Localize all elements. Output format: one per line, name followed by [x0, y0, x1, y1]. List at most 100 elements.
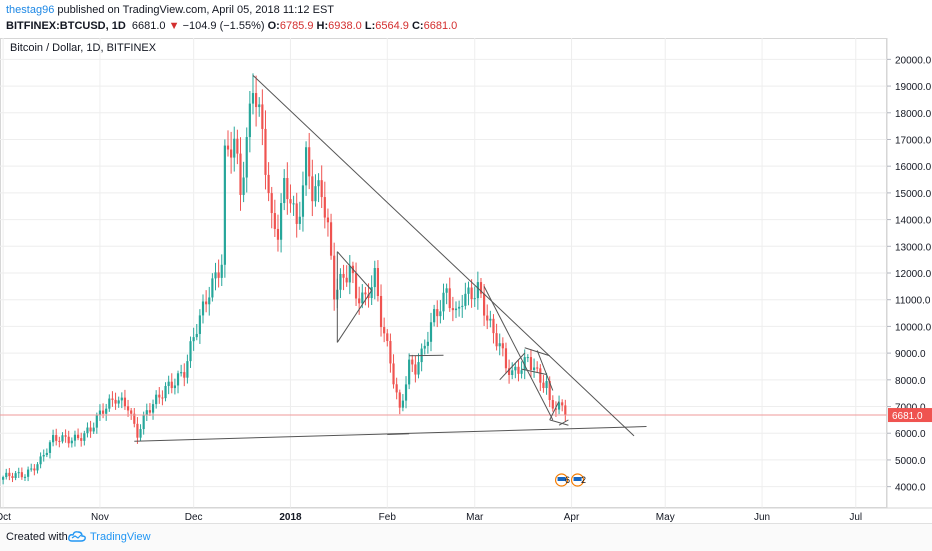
candle-body: [52, 435, 55, 443]
chart-header: thestag96 published on TradingView.com, …: [0, 0, 932, 38]
candle-body: [326, 217, 330, 223]
candle-body: [554, 408, 558, 410]
candle-body: [286, 178, 289, 200]
candle-body: [198, 315, 201, 334]
candle-body: [342, 273, 345, 278]
candle-body: [292, 203, 295, 205]
candle-body: [164, 385, 167, 399]
candle-body: [464, 293, 467, 306]
price-chart[interactable]: 20000.0 19000.0 18000.0 17000.0 16000.0 15000…: [0, 38, 932, 523]
candle-body: [423, 345, 426, 349]
candle-body: [323, 197, 326, 218]
trendline[interactable]: [549, 419, 569, 426]
publish-info: thestag96 published on TradingView.com, …: [6, 4, 334, 16]
trendline[interactable]: [499, 352, 526, 381]
candle-body: [27, 469, 30, 477]
candle-body: [239, 153, 242, 195]
trendline[interactable]: [409, 354, 444, 357]
candle-body: [298, 216, 301, 224]
candle-body: [329, 222, 333, 256]
x-tick-label: 2018: [279, 512, 302, 523]
candle-body: [504, 348, 508, 369]
candle-body: [492, 318, 495, 334]
candle-body: [401, 400, 404, 408]
candle-body: [39, 456, 42, 465]
candle-body: [270, 193, 273, 214]
candle-body: [442, 292, 445, 312]
candle-body: [226, 145, 230, 150]
candle-body: [233, 138, 236, 158]
x-tick-label: May: [656, 512, 675, 523]
candle-body: [314, 186, 317, 202]
trendline[interactable]: [549, 400, 560, 421]
footer-brand-link[interactable]: TradingView: [90, 531, 151, 543]
y-axis[interactable]: 20000.0 19000.0 18000.0 17000.0 16000.0 15000…: [887, 55, 932, 494]
y-tick-label: 8000.0: [895, 376, 926, 387]
candle-body: [108, 398, 111, 409]
candle-body: [532, 367, 536, 370]
trendline[interactable]: [521, 368, 547, 375]
symbol-name[interactable]: BITFINEX:BTCUSD, 1D: [6, 20, 126, 32]
trendline[interactable]: [252, 75, 635, 437]
candle-body: [86, 427, 89, 434]
candle-body: [95, 415, 98, 428]
candle-body: [348, 265, 351, 283]
candle-body: [230, 149, 233, 158]
candle-body: [33, 468, 36, 471]
candle-body: [248, 103, 251, 138]
candle-body: [429, 322, 433, 342]
candle-body: [255, 93, 258, 108]
candle-body: [279, 203, 283, 240]
candle-body: [17, 472, 20, 474]
candle-body: [223, 145, 226, 265]
trendline[interactable]: [483, 286, 554, 421]
candle-body: [511, 370, 514, 376]
x-axis[interactable]: Oct Nov Dec 2018 Feb Mar Apr May Jun Jul: [0, 512, 862, 523]
candle-body: [520, 370, 523, 374]
candles: [0, 73, 887, 485]
candle-body: [2, 477, 5, 480]
author-link[interactable]: thestag96: [6, 4, 55, 16]
candle-body: [114, 399, 117, 404]
y-tick-label: 20000.0: [895, 55, 932, 66]
candle-body: [354, 273, 358, 299]
candle-body: [358, 298, 361, 304]
candle-body: [136, 423, 139, 438]
candle-body: [536, 367, 539, 369]
candle-body: [36, 464, 39, 471]
y-tick-label: 17000.0: [895, 135, 932, 146]
candle-body: [517, 366, 520, 374]
candle-body: [42, 455, 45, 457]
chart-frame[interactable]: 20000.0 19000.0 18000.0 17000.0 16000.0 15000…: [0, 38, 932, 523]
candle-body: [526, 357, 529, 359]
tradingview-cloud-icon[interactable]: [68, 529, 86, 543]
candle-body: [45, 452, 48, 456]
candle-body: [273, 213, 276, 229]
candle-body: [101, 410, 105, 414]
candle-body: [386, 333, 389, 342]
candle-body: [55, 435, 58, 441]
trendline[interactable]: [134, 426, 647, 442]
candle-body: [404, 384, 408, 401]
trendline[interactable]: [336, 251, 373, 291]
y-tick-label: 6000.0: [895, 429, 926, 440]
x-tick-label: Nov: [91, 512, 109, 523]
candle-body: [111, 398, 114, 400]
low-value: 6564.9: [375, 20, 409, 32]
candle-body: [564, 405, 567, 415]
candle-body: [264, 128, 267, 175]
x-tick-label: Mar: [466, 512, 484, 523]
y-tick-label: 4000.0: [895, 483, 926, 494]
candle-body: [89, 427, 92, 432]
candle-body: [148, 410, 152, 413]
candle-body: [8, 472, 11, 477]
trendline[interactable]: [558, 419, 569, 426]
trendline[interactable]: [536, 350, 554, 391]
trendline[interactable]: [387, 433, 410, 436]
candle-body: [123, 397, 127, 407]
candle-body: [276, 228, 280, 240]
trendline[interactable]: [336, 290, 373, 343]
chart-title: Bitcoin / Dollar, 1D, BITFINEX: [10, 42, 157, 54]
trendlines: [134, 75, 647, 442]
